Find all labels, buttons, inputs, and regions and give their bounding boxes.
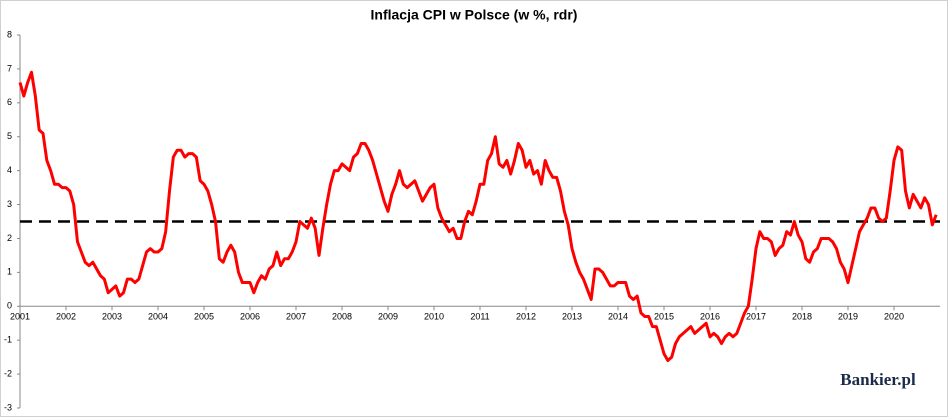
y-tick-label: -2 xyxy=(4,368,12,378)
y-tick-label: 4 xyxy=(7,165,12,175)
x-tick-label: 2017 xyxy=(746,312,766,322)
x-tick-label: 2005 xyxy=(194,312,214,322)
x-tick-label: 2015 xyxy=(654,312,674,322)
chart-title: Inflacja CPI w Polsce (w %, rdr) xyxy=(371,7,578,23)
x-tick-label: 2010 xyxy=(424,312,444,322)
x-tick-label: 2004 xyxy=(148,312,168,322)
y-tick-label: 3 xyxy=(7,199,12,209)
y-tick-label: 6 xyxy=(7,97,12,107)
line-series xyxy=(18,70,938,363)
x-tick-label: 2007 xyxy=(286,312,306,322)
x-tick-label: 2014 xyxy=(608,312,628,322)
x-tick-label: 2011 xyxy=(470,312,489,322)
x-tick-label: 2019 xyxy=(838,312,858,322)
y-tick-label: 2 xyxy=(7,233,12,243)
x-tick-label: 2006 xyxy=(240,312,260,322)
x-tick-label: 2016 xyxy=(700,312,720,322)
x-tick-label: 2018 xyxy=(792,312,812,322)
watermark: Bankier.pl xyxy=(840,370,916,389)
y-tick-label: 7 xyxy=(7,63,12,73)
y-tick-label: 8 xyxy=(7,29,12,39)
x-tick-label: 2003 xyxy=(102,312,122,322)
x-tick-label: 2020 xyxy=(884,312,904,322)
y-tick-label: 1 xyxy=(7,267,12,277)
y-tick-label: -1 xyxy=(4,335,12,345)
x-tick-label: 2009 xyxy=(378,312,398,322)
x-tick-label: 2012 xyxy=(516,312,536,322)
x-tick-label: 2013 xyxy=(562,312,582,322)
x-tick-label: 2002 xyxy=(56,312,76,322)
x-tick-label: 2001 xyxy=(10,312,30,322)
x-tick-label: 2008 xyxy=(332,312,352,322)
y-tick-label: -3 xyxy=(4,402,12,412)
y-tick-label: 5 xyxy=(7,131,12,141)
y-tick-label: 0 xyxy=(7,301,12,311)
